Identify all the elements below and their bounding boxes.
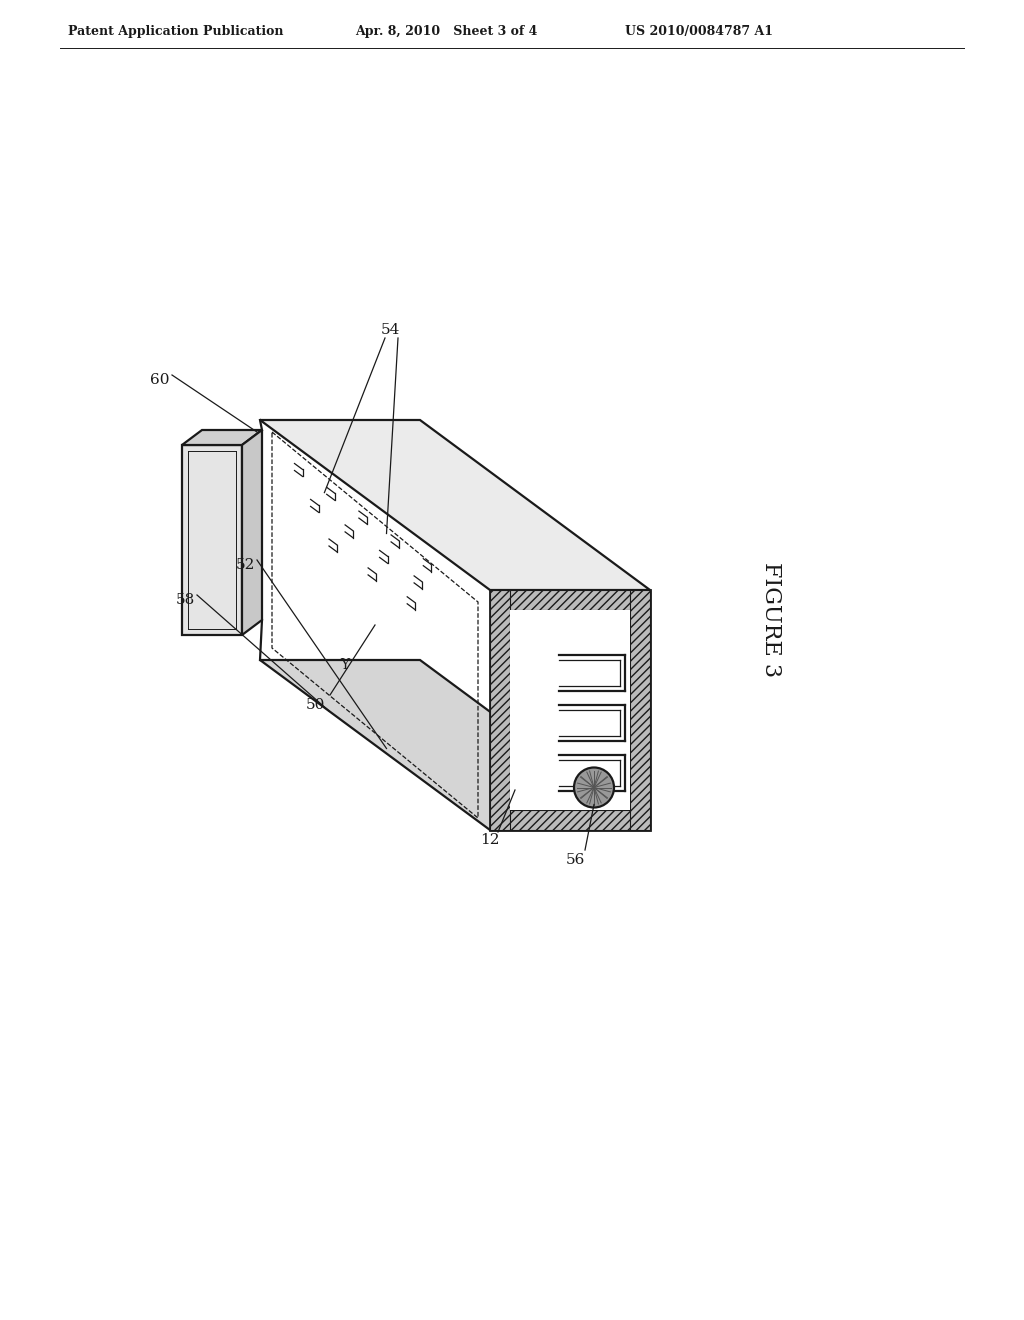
Polygon shape	[182, 445, 242, 635]
Text: 56: 56	[565, 853, 585, 867]
Polygon shape	[242, 430, 262, 635]
Circle shape	[574, 767, 614, 808]
Text: 60: 60	[151, 374, 170, 387]
Text: 52: 52	[236, 558, 255, 572]
Polygon shape	[490, 590, 650, 610]
Text: Apr. 8, 2010   Sheet 3 of 4: Apr. 8, 2010 Sheet 3 of 4	[355, 25, 538, 38]
Polygon shape	[260, 660, 650, 830]
Polygon shape	[510, 610, 630, 810]
Text: FIGURE 3: FIGURE 3	[760, 562, 782, 677]
Polygon shape	[490, 590, 510, 830]
Polygon shape	[260, 420, 650, 590]
Text: Patent Application Publication: Patent Application Publication	[68, 25, 284, 38]
Text: US 2010/0084787 A1: US 2010/0084787 A1	[625, 25, 773, 38]
Text: 50: 50	[305, 698, 325, 711]
Text: 12: 12	[480, 833, 500, 847]
Polygon shape	[490, 590, 650, 830]
Polygon shape	[182, 430, 262, 445]
Polygon shape	[630, 590, 650, 830]
Text: 54: 54	[380, 323, 399, 337]
Polygon shape	[490, 810, 650, 830]
Text: 58: 58	[175, 593, 195, 607]
Text: Y: Y	[340, 657, 349, 672]
